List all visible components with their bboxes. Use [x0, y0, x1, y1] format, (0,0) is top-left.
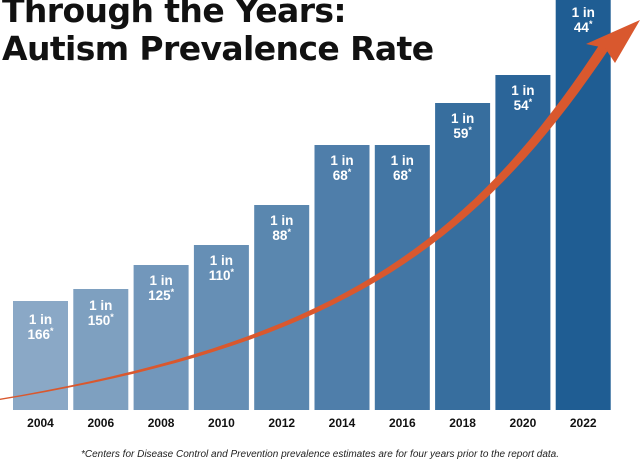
bar-label-value-2016: 68* [393, 167, 412, 183]
chart-title: Through the Years: Autism Prevalence Rat… [2, 0, 434, 68]
bar-label-prefix-2006: 1 in [89, 298, 112, 313]
bar-2012 [254, 205, 310, 410]
bar-label-prefix-2018: 1 in [451, 111, 474, 126]
bar-label-prefix-2016: 1 in [391, 153, 414, 168]
bar-label-value-2010: 110* [209, 267, 235, 283]
bar-label-prefix-2004: 1 in [29, 312, 52, 327]
bar-label-value-2012: 88* [272, 227, 291, 243]
bar-label-value-2014: 68* [333, 167, 352, 183]
x-tick-2014: 2014 [329, 416, 356, 430]
bar-label-value-2006: 150* [88, 312, 115, 328]
x-tick-2022: 2022 [570, 416, 597, 430]
trend-arrow-head [586, 20, 640, 63]
title-line-1: Through the Years: [2, 0, 347, 30]
x-tick-2016: 2016 [389, 416, 416, 430]
bar-2006 [73, 289, 129, 410]
bar-2022 [555, 0, 611, 410]
bar-label-value-2020: 54* [514, 97, 533, 113]
bar-label-prefix-2020: 1 in [511, 83, 534, 98]
bar-label-value-2008: 125* [148, 287, 175, 303]
bar-label-prefix-2010: 1 in [210, 253, 233, 268]
bar-2014 [314, 145, 370, 410]
x-tick-2012: 2012 [268, 416, 295, 430]
bar-label-value-2004: 166* [27, 326, 54, 342]
bar-label-prefix-2012: 1 in [270, 213, 293, 228]
footnote: *Centers for Disease Control and Prevent… [80, 449, 560, 460]
bar-2018 [435, 103, 491, 410]
bar-2008 [133, 265, 189, 410]
bar-label-prefix-2022: 1 in [572, 5, 595, 20]
bar-label-value-2022: 44* [574, 19, 593, 35]
x-tick-2004: 2004 [27, 416, 54, 430]
x-tick-2008: 2008 [148, 416, 175, 430]
x-tick-2010: 2010 [208, 416, 235, 430]
x-tick-2006: 2006 [87, 416, 114, 430]
bar-label-prefix-2008: 1 in [149, 273, 172, 288]
bar-2016 [374, 145, 430, 410]
x-tick-2020: 2020 [510, 416, 537, 430]
bar-label-value-2018: 59* [453, 125, 472, 141]
bar-2010 [193, 245, 249, 410]
title-line-2: Autism Prevalence Rate [2, 29, 434, 68]
bar-label-prefix-2014: 1 in [330, 153, 353, 168]
x-tick-2018: 2018 [449, 416, 476, 430]
